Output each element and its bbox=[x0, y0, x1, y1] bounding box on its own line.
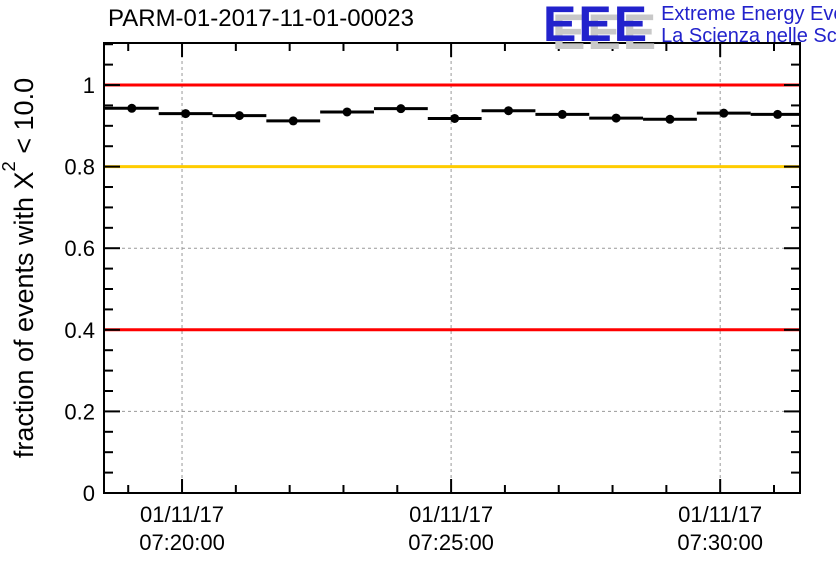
y-tick-label: 0.4 bbox=[64, 318, 95, 343]
y-tick-label: 0.6 bbox=[64, 236, 95, 261]
data-point bbox=[665, 114, 675, 124]
data-point bbox=[181, 109, 191, 119]
eee-logo-tagline-line2: La Scienza nelle Scuole bbox=[661, 25, 836, 47]
eee-logo: EEE Extreme Energy Events La Scienza nel… bbox=[543, 0, 836, 52]
y-tick-label: 0.2 bbox=[64, 399, 95, 424]
x-tick-label-date: 01/11/17 bbox=[409, 502, 493, 527]
plot-frame bbox=[103, 42, 801, 494]
data-point bbox=[611, 113, 621, 123]
data-point bbox=[396, 104, 406, 114]
y-axis-title-superscript: 2 bbox=[0, 161, 19, 171]
y-tick-label: 0 bbox=[83, 481, 95, 506]
data-point bbox=[504, 106, 514, 116]
eee-logo-tagline-line1: Extreme Energy Events bbox=[661, 3, 836, 25]
data-point bbox=[773, 109, 783, 119]
data-point bbox=[342, 107, 352, 117]
data-point bbox=[288, 116, 298, 126]
y-tick-label: 1 bbox=[83, 73, 95, 98]
x-tick-label-time: 07:20:00 bbox=[139, 530, 225, 555]
data-point bbox=[450, 113, 460, 123]
y-axis-title: fraction of events with X2 < 10.0 bbox=[0, 43, 46, 493]
chart-title: PARM-01-2017-11-01-00023 bbox=[108, 5, 414, 32]
eee-logo-acronym: EEE bbox=[543, 0, 650, 52]
x-tick-label-time: 07:25:00 bbox=[408, 530, 494, 555]
eee-logo-tagline: Extreme Energy Events La Scienza nelle S… bbox=[661, 0, 836, 47]
x-tick-label-time: 07:30:00 bbox=[677, 530, 763, 555]
y-axis-title-text: fraction of events with X bbox=[9, 171, 39, 459]
data-point bbox=[719, 108, 729, 118]
data-point bbox=[234, 111, 244, 121]
y-tick-label: 0.8 bbox=[64, 155, 95, 180]
data-point bbox=[557, 109, 567, 119]
data-point bbox=[127, 103, 137, 113]
x-tick-label-date: 01/11/17 bbox=[140, 502, 224, 527]
x-tick-label-date: 01/11/17 bbox=[678, 502, 762, 527]
y-axis-title-suffix: < 10.0 bbox=[9, 77, 39, 162]
